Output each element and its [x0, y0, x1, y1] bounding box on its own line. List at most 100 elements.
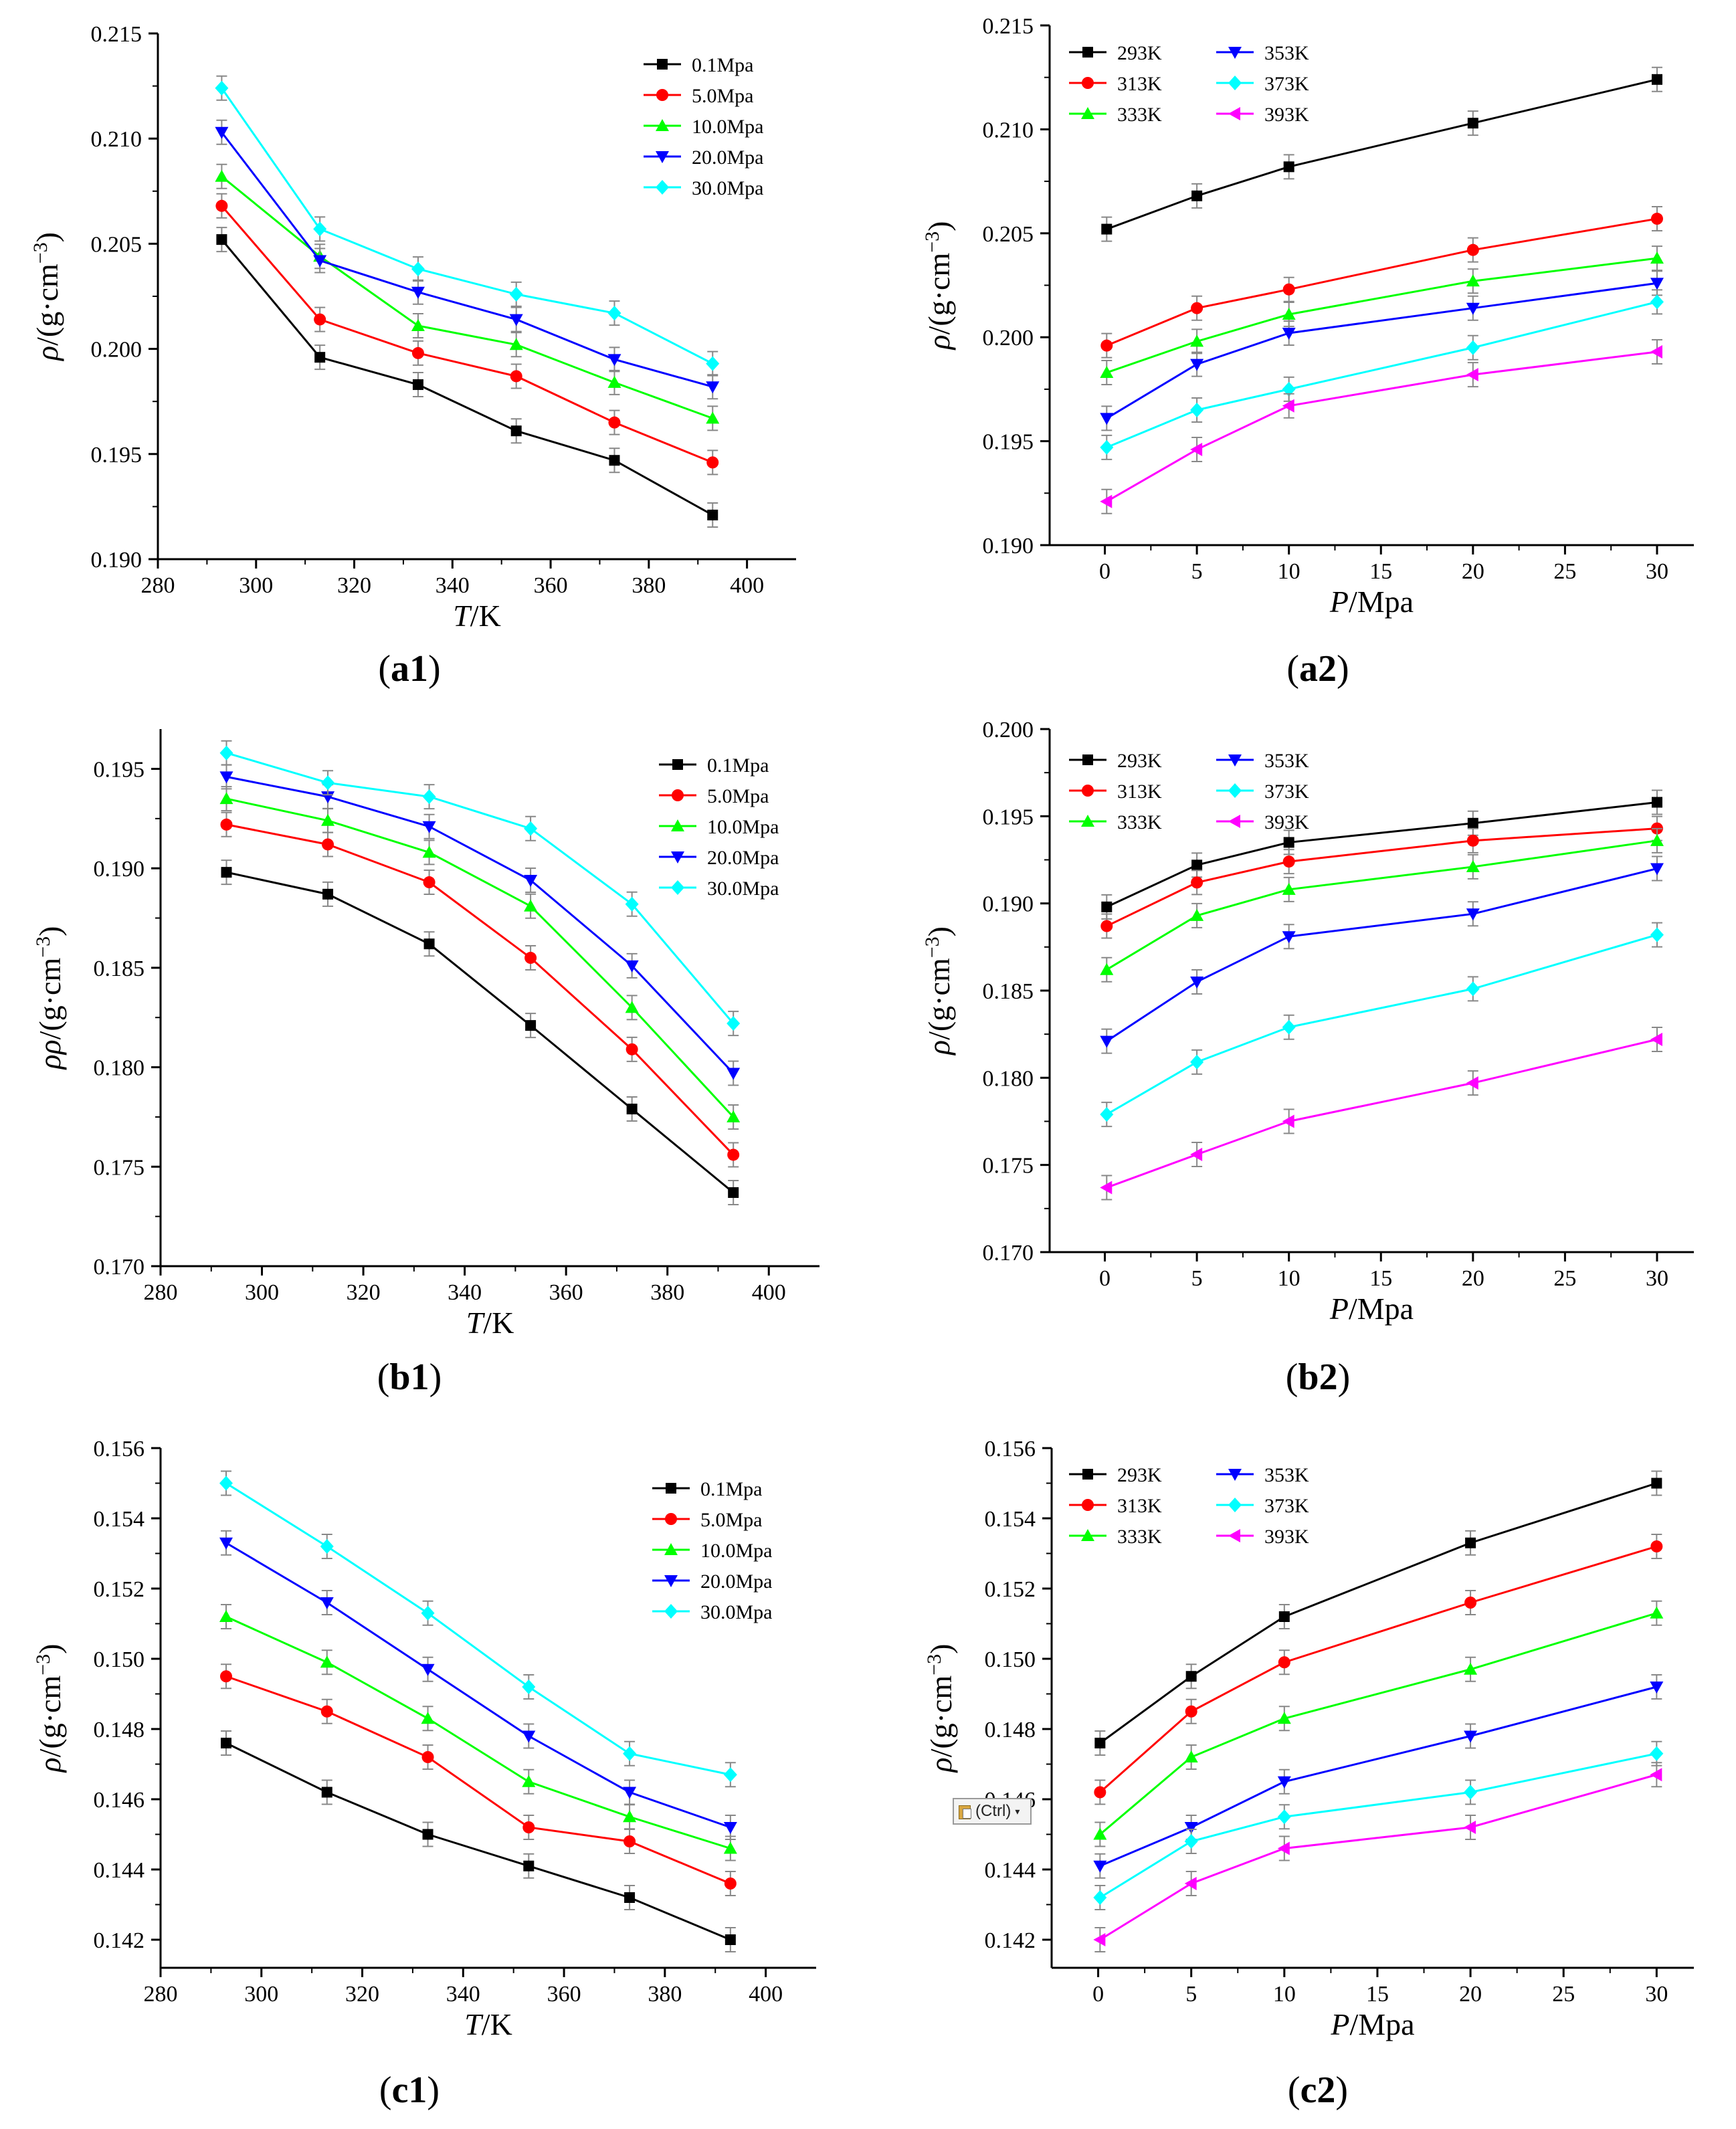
legend: 0.1Mpa 5.0Mpa 10.0Mpa 20.0Mpa 30.0Mpa — [652, 1478, 773, 1623]
data-point — [522, 1730, 536, 1743]
data-point — [727, 1148, 740, 1161]
y-axis-label-symbol: ρ — [30, 346, 64, 362]
series-293K — [1101, 66, 1662, 242]
legend-label: 333K — [1117, 104, 1162, 126]
y-tick-label: 0.190 — [983, 892, 1034, 917]
series-line — [225, 1615, 731, 1849]
data-point — [1100, 920, 1113, 932]
data-point — [1464, 1821, 1476, 1834]
data-point — [1282, 327, 1296, 340]
legend-label: 333K — [1117, 1526, 1162, 1548]
data-point — [1466, 243, 1479, 256]
y-tick-label: 0.200 — [983, 718, 1034, 742]
data-point — [524, 952, 537, 965]
data-point — [1277, 1712, 1291, 1724]
x-tick-label: 360 — [549, 1280, 583, 1305]
y-tick-label: 0.180 — [94, 1056, 145, 1081]
data-point — [219, 1610, 233, 1622]
y-axis-label-unit: /(g·cm — [922, 958, 956, 1040]
legend-marker — [671, 819, 684, 831]
legend-label: 30.0Mpa — [692, 177, 764, 199]
data-point — [1190, 1054, 1204, 1070]
data-point — [1466, 274, 1480, 287]
series-0.1Mpa — [216, 227, 718, 528]
y-tick-label: 0.142 — [94, 1928, 145, 1953]
data-point — [523, 1860, 535, 1871]
paste-options-button[interactable]: (Ctrl) ▾ — [953, 1798, 1032, 1825]
y-axis-label-close: ) — [924, 1644, 958, 1654]
x-tick-label: 20 — [1459, 1982, 1482, 2007]
data-point — [509, 338, 523, 350]
legend-label: 30.0Mpa — [707, 878, 779, 900]
data-point — [1650, 344, 1662, 359]
legend-label: 373K — [1264, 1495, 1309, 1517]
legend-label: 373K — [1264, 73, 1309, 95]
data-point — [1100, 962, 1114, 975]
data-point — [1282, 308, 1296, 320]
series-20.0Mpa — [215, 119, 720, 400]
y-tick-label: 0.175 — [983, 1154, 1034, 1179]
series-30.0Mpa — [219, 740, 741, 1037]
data-point — [509, 286, 523, 302]
legend-marker — [665, 1513, 677, 1525]
data-point — [607, 306, 621, 321]
series-353K — [1100, 855, 1664, 1054]
data-point — [321, 813, 335, 826]
series-line — [225, 1742, 731, 1941]
y-tick-label: 0.170 — [94, 1255, 145, 1280]
data-point — [1191, 190, 1203, 201]
series-313K — [1100, 815, 1663, 939]
y-axis-label-symbol: ρ — [922, 334, 956, 350]
data-point — [1093, 1933, 1106, 1946]
x-tick-label: 0 — [1092, 1982, 1104, 2007]
chart-a1: 280 300 320 340 360 380 400 0.190 0.195 0.200 0.20… — [29, 22, 796, 690]
data-point — [219, 792, 233, 805]
panel-caption-label: b2 — [1298, 1356, 1337, 1398]
y-axis-label-close: ) — [30, 232, 64, 242]
series-line — [226, 752, 735, 1025]
legend-label: 293K — [1117, 750, 1162, 772]
legend-label: 293K — [1117, 42, 1162, 64]
legend-label: 353K — [1264, 1464, 1309, 1486]
x-tick-label: 0 — [1099, 559, 1111, 584]
data-point — [625, 960, 639, 973]
y-tick-label: 0.205 — [91, 232, 142, 257]
data-point — [423, 938, 435, 950]
legend-label: 313K — [1117, 781, 1162, 803]
x-tick-label: 20 — [1462, 559, 1484, 584]
series-line — [1099, 1545, 1657, 1793]
data-point — [1466, 981, 1480, 997]
y-tick-label: 0.185 — [983, 979, 1034, 1004]
data-point — [1464, 1730, 1478, 1743]
y-axis-label-close: ) — [922, 221, 956, 231]
data-point — [1651, 1478, 1662, 1489]
data-point — [1100, 439, 1114, 455]
data-point — [1467, 817, 1478, 829]
y-axis-label-exponent: −3 — [29, 242, 52, 264]
panel-caption: (a1) — [378, 648, 440, 690]
y-axis-label-exponent: −3 — [32, 936, 54, 958]
data-point — [1094, 1738, 1106, 1748]
y-tick-label: 0.150 — [985, 1647, 1036, 1672]
x-tick-label: 5 — [1185, 1982, 1197, 2007]
legend-label: 20.0Mpa — [700, 1570, 773, 1593]
series-line — [225, 1542, 731, 1829]
legend-marker — [656, 180, 669, 195]
y-tick-label: 0.215 — [91, 22, 142, 47]
data-point — [1100, 339, 1113, 352]
y-axis-label-symbol: ρ — [924, 1757, 958, 1773]
x-tick-label: 280 — [144, 1982, 178, 2007]
legend: 0.1Mpa 5.0Mpa 10.0Mpa 20.0Mpa 30.0Mpa — [644, 54, 764, 199]
legend-marker — [1228, 1498, 1242, 1512]
legend-label: 353K — [1264, 750, 1309, 772]
x-tick-label: 340 — [448, 1280, 482, 1305]
y-axis-label: ρρ/(g·cm−3) — [32, 926, 67, 1070]
chart-b1: 280 300 320 340 360 380 400 0.170 0.175 0.180 0.18… — [32, 729, 819, 1398]
data-point — [1650, 927, 1664, 942]
data-point — [1282, 855, 1295, 868]
series-line — [1106, 217, 1658, 347]
legend-label: 10.0Mpa — [707, 816, 779, 838]
data-point — [706, 381, 720, 394]
y-axis-label-unit: /(g·cm — [30, 264, 64, 346]
data-point — [1282, 882, 1296, 895]
